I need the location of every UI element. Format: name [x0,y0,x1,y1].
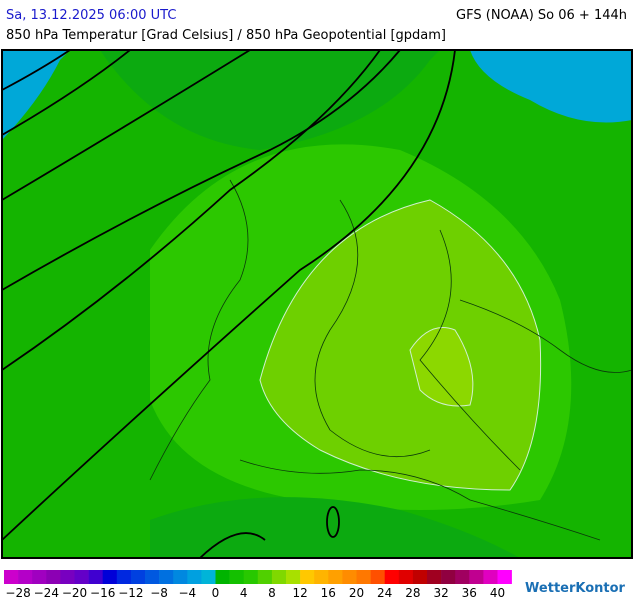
scale-swatch [370,570,385,584]
scale-swatch [300,570,315,584]
brand: WetterKontor [525,581,626,596]
scale-swatch [469,570,484,584]
subtitle: 850 hPa Temperatur [Grad Celsius] / 850 … [6,28,446,43]
scale-label: 24 [377,586,392,600]
scale-label: 8 [268,586,276,600]
scale-swatch [145,570,160,584]
scale-label: −8 [150,586,168,600]
scale-label: 4 [240,586,248,600]
geopotential-contours [1,49,456,559]
scale-swatch [286,570,301,584]
scale-swatch [342,570,357,584]
datetime: Sa, 13.12.2025 06:00 UTC [6,8,176,23]
color-scale: −28 −24 −20 −16 −12 −8 −4 0 4 8 12 16 20 24 28 32 36 40 [4,570,512,600]
scale-swatch [187,570,202,584]
scale-swatch [257,570,273,584]
scale-swatch [497,570,512,584]
scale-swatch [116,570,132,584]
borders [149,179,633,541]
scale-swatch [159,570,174,584]
scale-swatch [215,570,230,584]
scale-swatch [46,570,61,584]
region [100,50,440,150]
scale-label: −4 [178,586,196,600]
scale-swatch [74,570,89,584]
scale-swatch [32,570,47,584]
region [150,497,520,558]
scale-swatch [328,570,343,584]
scale-label: 36 [462,586,477,600]
scale-label: 32 [433,586,448,600]
scale-swatch [356,570,371,584]
cold-area [470,50,632,123]
model-run: GFS (NOAA) So 06 + 144h [456,8,627,23]
scale-label: −20 [62,586,87,600]
scale-label: 0 [212,586,220,600]
scale-swatch [60,570,75,584]
scale-label: −28 [5,586,30,600]
scale-swatch [455,570,470,584]
scale-swatch [229,570,244,584]
cold-area [2,50,70,140]
map [1,49,633,559]
scale-label: 20 [349,586,364,600]
scale-swatch [173,570,188,584]
scale-swatch [4,570,19,584]
scale-swatch [412,570,428,584]
scale-swatch [88,570,103,584]
scale-swatch [243,570,259,584]
scale-swatch [102,570,118,584]
scale-swatch [18,570,33,584]
map-frame [1,49,633,559]
scale-swatch [314,570,329,584]
scale-label: −24 [34,586,59,600]
scale-swatch [483,570,498,584]
scale-label: 16 [321,586,336,600]
warm-core [409,327,474,407]
scale-label: 28 [405,586,420,600]
scale-label: −16 [90,586,115,600]
scale-swatch [441,570,456,584]
scale-swatch [398,570,414,584]
scale-label: −12 [118,586,143,600]
scale-swatch [201,570,216,584]
scale-swatch [427,570,442,584]
scale-swatch [130,570,146,584]
scale-label: 40 [490,586,505,600]
scale-swatch [271,570,287,584]
scale-swatch [384,570,400,584]
scale-label: 12 [292,586,307,600]
